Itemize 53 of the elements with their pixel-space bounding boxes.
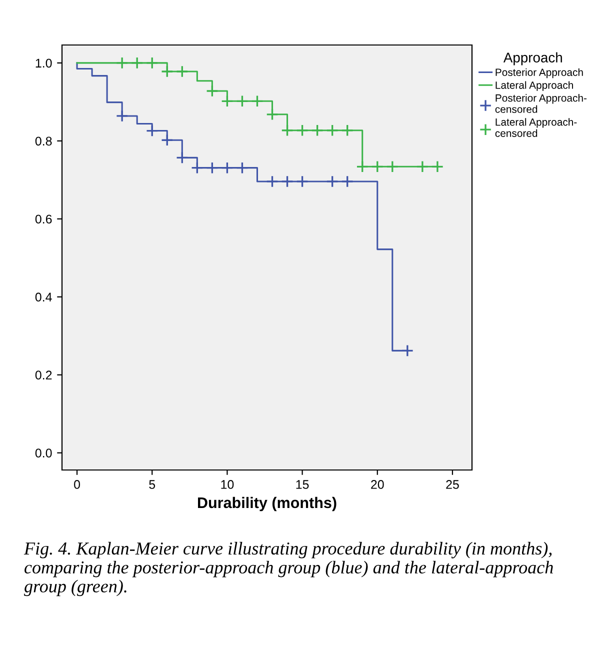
point bbox=[431, 160, 444, 173]
legend-title: Approach bbox=[503, 52, 562, 66]
point bbox=[266, 175, 278, 188]
y-tick-label: 0.8 bbox=[35, 136, 52, 146]
point bbox=[206, 162, 218, 174]
point bbox=[311, 124, 324, 137]
caption: Fig. 4. Kaplan-Meier curve illustrating procedure durability (in months), comparing the posterior-approach group (blue) and the lateral-approach group (green). bbox=[24, 542, 553, 596]
x-tick-label: 5 bbox=[149, 480, 156, 489]
point bbox=[341, 124, 354, 137]
point bbox=[160, 134, 174, 146]
point bbox=[220, 94, 234, 108]
y-tick-label: 0.4 bbox=[35, 292, 52, 302]
legend-label: Lateral Approach bbox=[496, 81, 574, 91]
point bbox=[220, 162, 234, 174]
legend-label: Lateral Approach-censored bbox=[495, 118, 577, 137]
x-tick-label: 20 bbox=[371, 480, 384, 489]
point bbox=[176, 65, 188, 78]
x-tick-label: 0 bbox=[74, 480, 80, 489]
point bbox=[386, 160, 399, 173]
point bbox=[356, 160, 369, 173]
x-tick-label: 25 bbox=[446, 480, 459, 489]
point bbox=[146, 124, 158, 137]
point bbox=[160, 65, 174, 78]
point bbox=[236, 162, 248, 174]
point bbox=[116, 56, 128, 70]
point bbox=[190, 162, 204, 174]
point bbox=[371, 160, 384, 173]
point bbox=[281, 175, 294, 188]
x-axis-title: Durability (months) bbox=[198, 496, 336, 512]
x-tick-label: 10 bbox=[221, 480, 234, 489]
point bbox=[326, 175, 339, 188]
legend-label: Posterior Approach bbox=[496, 68, 583, 78]
point bbox=[206, 84, 218, 98]
point bbox=[281, 124, 294, 137]
point bbox=[146, 56, 158, 70]
point bbox=[266, 108, 278, 121]
point bbox=[341, 175, 354, 188]
point bbox=[296, 124, 309, 137]
point bbox=[130, 56, 144, 70]
y-tick-label: 0.6 bbox=[35, 214, 52, 224]
point bbox=[326, 124, 339, 137]
legend-label: Posterior Approach-censored bbox=[495, 94, 587, 113]
point bbox=[416, 160, 429, 173]
point bbox=[296, 175, 309, 188]
point bbox=[251, 94, 264, 108]
point bbox=[116, 110, 128, 122]
point bbox=[236, 94, 248, 108]
point bbox=[176, 151, 188, 164]
point bbox=[401, 344, 414, 357]
y-tick-label: 0.0 bbox=[35, 448, 52, 458]
y-tick-label: 1.0 bbox=[36, 58, 52, 68]
y-tick-label: 0.2 bbox=[35, 370, 52, 380]
x-tick-label: 15 bbox=[296, 480, 309, 489]
